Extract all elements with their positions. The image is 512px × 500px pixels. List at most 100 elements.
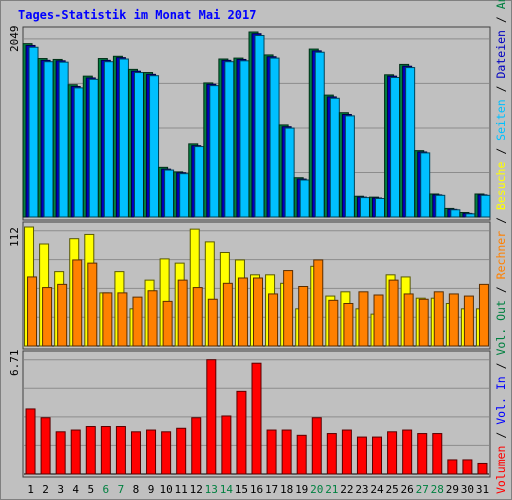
bar-seiten — [73, 87, 84, 218]
bar-rechner — [147, 290, 158, 347]
x-tick-label: 23 — [355, 483, 368, 496]
legend: Volumen / Vol. In / Vol. Out / Rechner /… — [494, 0, 508, 494]
bar-rechner — [298, 286, 309, 347]
bar-volumen — [206, 359, 217, 475]
x-tick-label: 26 — [401, 483, 414, 496]
bar-volumen — [341, 429, 352, 475]
bar-rechner — [388, 279, 399, 347]
bar-volumen — [477, 462, 488, 475]
bar-volumen — [115, 426, 126, 475]
chart-title: Tages-Statistik im Monat Mai 2017 — [18, 8, 256, 22]
x-tick-label: 20 — [310, 483, 323, 496]
panel-bottom-max-label: 6.71 — [8, 350, 21, 377]
bar-seiten — [269, 57, 280, 218]
bar-seiten — [314, 51, 325, 218]
legend-entry: Seiten — [494, 99, 508, 141]
bar-rechner — [162, 300, 173, 347]
bar-volumen — [40, 417, 51, 475]
bar-seiten — [28, 46, 39, 218]
bar-rechner — [132, 296, 143, 347]
bar-volumen — [146, 429, 157, 475]
legend-entry: Besuche — [494, 162, 508, 211]
bar-rechner — [478, 283, 489, 347]
bar-volumen — [55, 431, 66, 475]
bar-volumen — [191, 417, 202, 475]
bar-volumen — [417, 433, 428, 475]
x-tick-label: 9 — [148, 483, 155, 496]
x-tick-label: 24 — [370, 483, 384, 496]
panel-bottom: 6.71 — [8, 350, 491, 478]
bar-seiten — [209, 85, 220, 218]
x-tick-label: 31 — [476, 483, 489, 496]
legend-entry: / — [494, 356, 508, 377]
bar-seiten — [329, 97, 340, 218]
x-axis: 1 2 3 4 5 6 7 8 9 10 11 12 13 14 15 16 17 18 19 20 21 22 23 24 2… — [27, 483, 489, 496]
x-tick-label: 13 — [205, 483, 218, 496]
bar-volumen — [462, 459, 473, 475]
bar-rechner — [72, 259, 83, 347]
bar-seiten — [480, 194, 491, 218]
bar-seiten — [224, 61, 235, 218]
bar-volumen — [161, 431, 172, 475]
bar-volumen — [85, 426, 96, 475]
bar-rechner — [102, 292, 113, 347]
panels: 2049 112 6.71 — [8, 26, 491, 478]
bar-volumen — [25, 408, 36, 475]
bar-rechner — [463, 295, 474, 347]
x-tick-label: 29 — [446, 483, 459, 496]
legend-entry: / — [494, 425, 508, 446]
x-tick-label: 16 — [250, 483, 263, 496]
legend-entry: Vol. Out — [494, 300, 508, 355]
x-tick-label: 11 — [175, 483, 188, 496]
legend-entry: / — [494, 79, 508, 100]
bar-seiten — [239, 60, 250, 218]
legend-entry: / — [494, 279, 508, 300]
bar-rechner — [418, 298, 429, 347]
bar-rechner — [373, 294, 384, 347]
x-tick-label: 4 — [72, 483, 79, 496]
bar-volumen — [251, 362, 262, 475]
bar-seiten — [390, 77, 401, 218]
panel-top: 2049 — [8, 26, 491, 221]
bar-rechner — [403, 293, 414, 347]
panel-middle: 112 — [8, 221, 491, 350]
legend-entry: Vol. In — [494, 376, 508, 424]
x-tick-label: 12 — [190, 483, 203, 496]
bar-volumen — [236, 390, 247, 475]
bar-rechner — [42, 287, 53, 347]
bar-seiten — [164, 169, 175, 218]
bar-volumen — [296, 434, 307, 475]
bar-volumen — [70, 429, 81, 475]
x-tick-label: 8 — [133, 483, 140, 496]
bar-rechner — [177, 279, 188, 347]
bar-rechner — [237, 277, 248, 347]
bar-rechner — [87, 262, 98, 347]
bar-seiten — [149, 75, 160, 218]
bar-seiten — [88, 78, 99, 218]
x-tick-label: 22 — [340, 483, 353, 496]
legend-entry: Volumen — [494, 446, 508, 494]
legend-entry: Rechner — [494, 231, 508, 280]
x-tick-label: 6 — [103, 483, 110, 496]
x-tick-label: 15 — [235, 483, 248, 496]
x-tick-label: 17 — [265, 483, 278, 496]
bar-seiten — [179, 173, 190, 218]
bar-seiten — [450, 209, 461, 218]
bar-seiten — [194, 146, 205, 218]
bar-volumen — [326, 433, 337, 475]
panel-middle-max-label: 112 — [8, 227, 21, 247]
bar-seiten — [344, 115, 355, 218]
bar-volumen — [432, 433, 443, 475]
x-tick-label: 3 — [57, 483, 64, 496]
legend-entry: / — [494, 9, 508, 30]
x-tick-label: 21 — [325, 483, 338, 496]
bar-rechner — [433, 291, 444, 347]
bar-seiten — [465, 213, 476, 218]
x-tick-label: 28 — [431, 483, 444, 496]
bar-seiten — [103, 61, 114, 218]
bar-rechner — [268, 293, 279, 347]
bar-rechner — [192, 287, 203, 347]
bar-rechner — [222, 282, 233, 347]
legend-entry: / — [494, 141, 508, 162]
